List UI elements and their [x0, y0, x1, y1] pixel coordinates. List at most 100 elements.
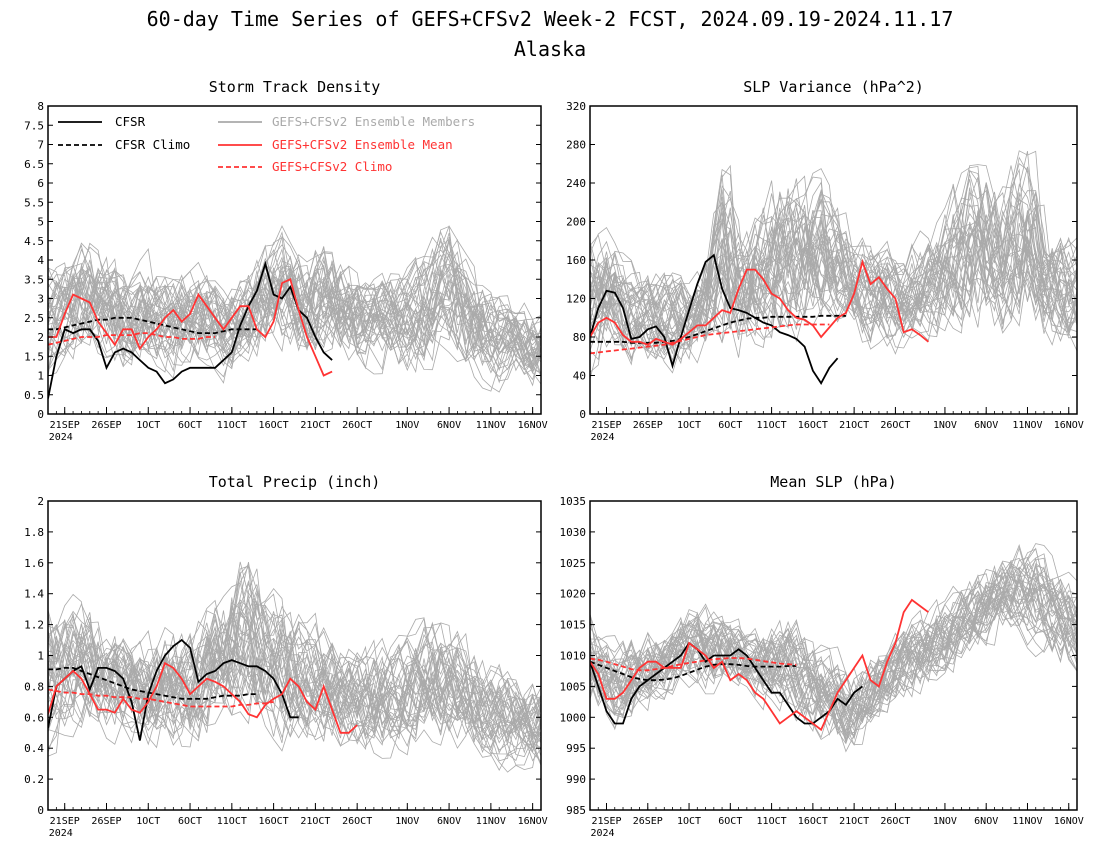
member-line: [590, 199, 1077, 344]
y-tick-label: 3: [37, 293, 44, 306]
x-tick-label: 16OCT: [798, 816, 828, 827]
y-tick-label: 5: [37, 216, 44, 229]
x-tick-label: 11OCT: [757, 420, 787, 431]
x-tick-label: 1OCT: [677, 816, 701, 827]
x-tick-label: 6OCT: [178, 420, 202, 431]
y-tick-label: 320: [566, 100, 586, 113]
member-line: [48, 592, 541, 752]
y-tick-label: 995: [566, 742, 586, 755]
series-group: [590, 598, 929, 732]
member-line: [48, 630, 541, 759]
member-line: [590, 168, 1077, 347]
y-tick-label: 0.6: [24, 711, 44, 724]
y-tick-label: 1: [37, 370, 44, 383]
member-line: [48, 225, 541, 375]
member-line: [48, 600, 541, 753]
series-group: [48, 260, 333, 399]
y-tick-label: 1: [37, 650, 44, 663]
chart-panel-1: 0 0.5 1 1.5 2 2.5 3 3.5 4 4.5 5 5.5 6 6.5 7 7.5 8 21SEP 26…: [24, 78, 548, 443]
legend-label: CFSR: [115, 114, 146, 129]
member-line: [48, 565, 541, 744]
x-tick-label: 16NOV: [1054, 420, 1084, 431]
x-tick-label: 11NOV: [476, 420, 506, 431]
series-group: [48, 638, 358, 741]
member-line: [590, 565, 1077, 721]
x-tick-label: 21OCT: [300, 420, 330, 431]
series-line-gefs-cfsv2-ensemble-mean: [590, 258, 929, 346]
y-tick-label: 0: [37, 804, 44, 817]
y-tick-label: 1005: [560, 680, 587, 693]
member-line: [48, 582, 541, 754]
plot-frame: [47, 105, 542, 415]
x-tick-label: 11OCT: [217, 816, 247, 827]
x-tick-label: 11NOV: [1012, 816, 1042, 827]
chart-panel-4: 985 990 995 1000 1005 1010 1015 1020 1025 1030 103…: [560, 473, 1084, 839]
legend: CFSR CFSR Climo GEFS+CFSv2 Ensemble Member…: [58, 114, 475, 174]
member-line: [48, 623, 541, 734]
legend-label: CFSR Climo: [115, 137, 190, 152]
member-line: [48, 604, 541, 757]
y-tick-label: 1.4: [24, 588, 44, 601]
x-tick-label: 21SEP: [50, 816, 80, 827]
series-line-gefs-cfsv2-climo: [590, 323, 830, 355]
figure-subtitle: Alaska: [514, 37, 586, 61]
member-line: [590, 170, 1077, 360]
series-line-cfsr-climo: [48, 316, 257, 335]
series-line-gefs-cfsv2-ensemble-mean: [48, 278, 333, 377]
member-line: [48, 240, 541, 377]
y-tick-label: 1.5: [24, 350, 44, 363]
x-tick-label: 1OCT: [136, 816, 160, 827]
x-tick-label: 26SEP: [633, 420, 663, 431]
figure-title: 60-day Time Series of GEFS+CFSv2 Week-2 …: [147, 7, 954, 31]
y-tick-label: 1030: [560, 526, 587, 539]
series-line-gefs-cfsv2-climo: [590, 657, 797, 672]
member-line: [590, 182, 1077, 354]
member-line: [590, 210, 1077, 339]
y-tick-label: 1000: [560, 711, 587, 724]
member-line: [48, 612, 541, 749]
x-tick-label: 6NOV: [974, 816, 998, 827]
y-tick-label: 1025: [560, 557, 587, 570]
y-tick-label: 0.8: [24, 680, 44, 693]
x-tick-label: 1NOV: [395, 816, 419, 827]
y-tick-label: 2.5: [24, 312, 44, 325]
x-tick-label: 16OCT: [259, 816, 289, 827]
x-tick-label: 26OCT: [342, 420, 372, 431]
y-tick-label: 0.2: [24, 773, 44, 786]
x-tick-label: 21SEP: [591, 816, 621, 827]
member-line: [590, 579, 1077, 726]
x-year-label: 2024: [49, 828, 73, 839]
y-tick-label: 2: [37, 495, 44, 508]
x-tick-label: 1NOV: [933, 816, 957, 827]
member-line: [48, 256, 541, 357]
member-line: [48, 562, 541, 751]
member-line: [48, 606, 541, 745]
x-tick-label: 26SEP: [91, 420, 121, 431]
member-line: [590, 582, 1077, 731]
y-tick-label: 80: [573, 331, 586, 344]
y-tick-label: 4.5: [24, 235, 44, 248]
x-tick-label: 6NOV: [437, 816, 461, 827]
x-tick-label: 6OCT: [718, 816, 742, 827]
series-line-gefs-cfsv2-ensemble-mean: [590, 598, 929, 732]
y-tick-label: 1010: [560, 650, 587, 663]
member-line: [48, 230, 541, 369]
x-tick-label: 16OCT: [798, 420, 828, 431]
x-tick-label: 26SEP: [633, 816, 663, 827]
x-tick-label: 11OCT: [757, 816, 787, 827]
x-tick-label: 16NOV: [518, 816, 548, 827]
x-tick-label: 1OCT: [136, 420, 160, 431]
y-tick-label: 1.2: [24, 619, 44, 632]
member-line: [48, 235, 541, 374]
y-tick-label: 40: [573, 370, 586, 383]
member-line: [590, 590, 1077, 740]
y-tick-label: 0: [579, 408, 586, 421]
y-tick-label: 0: [37, 408, 44, 421]
member-line: [590, 202, 1077, 336]
chart-panel-3: 0 0.2 0.4 0.6 0.8 1 1.2 1.4 1.6 1.8 2 21SEP 26SEP 1OC…: [24, 473, 548, 839]
panel-title: Mean SLP (hPa): [770, 473, 896, 491]
x-tick-label: 6NOV: [974, 420, 998, 431]
y-tick-label: 1035: [560, 495, 587, 508]
